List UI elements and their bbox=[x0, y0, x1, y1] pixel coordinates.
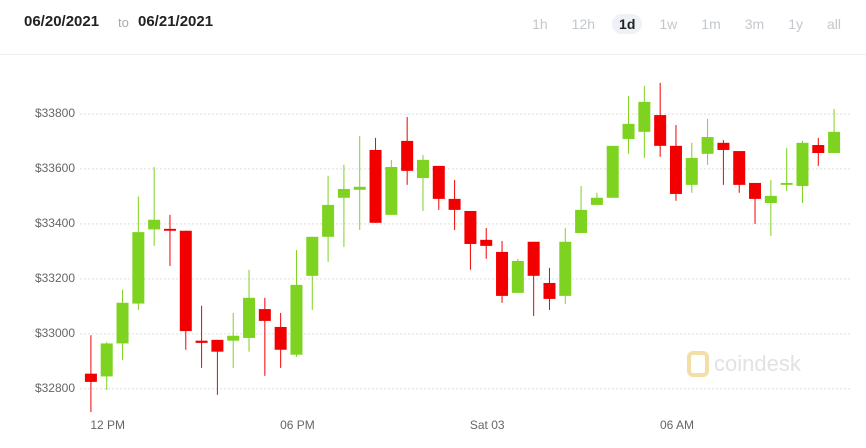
candle-body bbox=[84, 373, 97, 382]
y-tick-label: $33400 bbox=[35, 216, 75, 230]
candle-body bbox=[258, 309, 271, 321]
candle-body bbox=[780, 182, 793, 185]
candle-body bbox=[179, 230, 192, 332]
x-tick-label: 12 PM bbox=[90, 418, 125, 432]
candle-body bbox=[764, 195, 777, 204]
candle-body bbox=[590, 197, 603, 205]
candle-body bbox=[796, 142, 809, 186]
candle-body bbox=[290, 284, 303, 355]
candle-body bbox=[432, 165, 445, 199]
watermark-text: coindesk bbox=[714, 351, 802, 376]
watermark: coindesk bbox=[687, 351, 802, 377]
range-button[interactable]: 1y bbox=[788, 16, 803, 32]
candle-body bbox=[606, 145, 619, 198]
candle-body bbox=[464, 210, 477, 244]
candle-body bbox=[148, 219, 161, 230]
header: 06/20/2021 to 06/21/2021 1h 12h 1d 1w 1m 3m 1y… bbox=[0, 0, 866, 55]
candle-body bbox=[385, 167, 398, 215]
x-tick-label: 06 PM bbox=[280, 418, 315, 432]
x-tick-label: 06 AM bbox=[660, 418, 694, 432]
candle-body bbox=[527, 241, 540, 276]
candle-body bbox=[163, 228, 176, 231]
candle-body bbox=[749, 182, 762, 199]
candle-body bbox=[669, 145, 682, 194]
candle-body bbox=[685, 157, 698, 185]
range-button[interactable]: 1w bbox=[659, 16, 678, 32]
candle-body bbox=[733, 151, 746, 185]
candle-body bbox=[116, 302, 129, 344]
candle-body bbox=[828, 131, 841, 153]
range-button[interactable]: 1m bbox=[701, 16, 721, 32]
range-button[interactable]: 3m bbox=[744, 16, 765, 32]
y-tick-label: $33000 bbox=[35, 326, 75, 340]
range-button[interactable]: 1h bbox=[532, 16, 548, 32]
y-tick-label: $32800 bbox=[35, 381, 75, 395]
candle-body bbox=[369, 149, 382, 223]
candle-body bbox=[211, 339, 224, 352]
candle-body bbox=[322, 204, 335, 237]
candle-body bbox=[401, 140, 414, 171]
y-tick-label: $33600 bbox=[35, 161, 75, 175]
date-to[interactable]: 06/21/2021 bbox=[138, 13, 214, 30]
candle-body bbox=[496, 251, 509, 296]
date-separator: to bbox=[118, 15, 129, 30]
candle-body bbox=[195, 340, 208, 343]
candle-body bbox=[353, 186, 366, 190]
candle-body bbox=[575, 209, 588, 233]
candle-body bbox=[812, 145, 825, 153]
candle-body bbox=[243, 297, 256, 338]
y-tick-label: $33800 bbox=[35, 106, 75, 120]
candle-body bbox=[274, 326, 287, 350]
candle-body bbox=[100, 343, 113, 377]
candle-body bbox=[543, 282, 556, 299]
candle-body bbox=[306, 236, 319, 276]
x-tick-label: Sat 03 bbox=[470, 418, 505, 432]
candle-body bbox=[559, 241, 572, 296]
candle-body bbox=[132, 232, 145, 304]
candle-body bbox=[622, 123, 635, 139]
candle-body bbox=[448, 198, 461, 210]
candle-body bbox=[511, 260, 524, 293]
range-selector: 1h 12h 1d 1w 1m 3m 1y all bbox=[515, 14, 848, 34]
candle-body bbox=[416, 159, 429, 178]
range-button[interactable]: 12h bbox=[571, 16, 596, 32]
candle-body bbox=[227, 335, 240, 341]
candle-body bbox=[717, 142, 730, 150]
range-button[interactable]: all bbox=[826, 16, 841, 32]
candle-body bbox=[654, 115, 667, 146]
candle-body bbox=[638, 101, 651, 132]
candle-body bbox=[337, 188, 350, 198]
candle-body bbox=[701, 137, 714, 154]
range-button[interactable]: 1d bbox=[612, 14, 643, 34]
y-tick-label: $33200 bbox=[35, 271, 75, 285]
date-from[interactable]: 06/20/2021 bbox=[24, 13, 100, 30]
candle-body bbox=[480, 239, 493, 246]
